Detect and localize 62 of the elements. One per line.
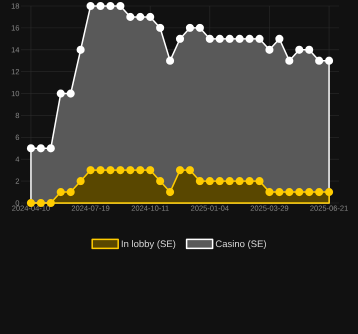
point <box>96 2 105 10</box>
point <box>295 188 304 196</box>
point <box>236 177 244 186</box>
point <box>136 166 144 174</box>
point <box>96 166 105 174</box>
point <box>156 24 164 32</box>
point <box>305 46 314 54</box>
point <box>315 188 324 196</box>
legend-label: In lobby (SE) <box>122 240 176 250</box>
point <box>255 177 264 186</box>
legend-label: Casino (SE) <box>216 240 266 250</box>
point <box>186 24 194 32</box>
point <box>216 177 224 186</box>
point <box>126 12 134 21</box>
point <box>255 34 264 43</box>
point <box>325 188 334 196</box>
point <box>146 166 154 174</box>
point <box>236 34 244 43</box>
point <box>196 24 204 32</box>
point <box>216 34 224 43</box>
point <box>46 198 55 208</box>
point <box>226 177 234 186</box>
point <box>196 177 204 186</box>
point <box>66 90 75 98</box>
point <box>106 2 114 10</box>
point <box>186 166 194 174</box>
point <box>56 90 65 98</box>
point <box>295 46 304 54</box>
point <box>285 56 294 65</box>
point <box>26 144 35 152</box>
point <box>305 188 314 196</box>
point <box>246 177 254 186</box>
point <box>315 56 324 65</box>
point <box>275 188 284 196</box>
point <box>275 34 284 43</box>
point <box>246 34 254 43</box>
point <box>226 34 234 43</box>
point <box>106 166 114 174</box>
point <box>36 144 45 152</box>
point <box>325 56 334 65</box>
point <box>156 177 164 186</box>
point <box>265 188 274 196</box>
point <box>86 2 95 10</box>
point <box>146 12 154 21</box>
point <box>285 188 294 196</box>
point <box>126 166 134 174</box>
point <box>56 188 65 196</box>
point <box>166 188 174 196</box>
point <box>176 34 184 43</box>
point <box>176 166 184 174</box>
point <box>116 166 124 174</box>
point <box>206 34 214 43</box>
point <box>76 177 85 186</box>
point <box>86 166 95 174</box>
point <box>46 144 55 152</box>
point <box>136 12 144 21</box>
point <box>116 2 124 10</box>
point <box>76 46 85 54</box>
point <box>265 46 274 54</box>
point <box>166 56 174 65</box>
point <box>66 188 75 196</box>
point <box>206 177 214 186</box>
